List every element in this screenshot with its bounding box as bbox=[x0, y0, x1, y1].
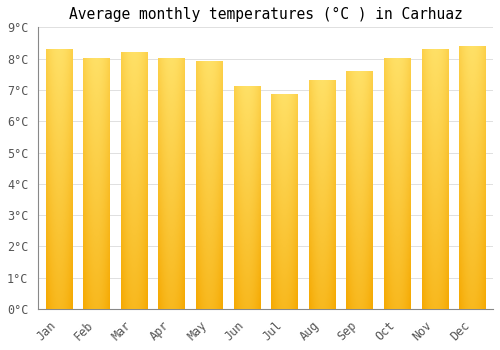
Title: Average monthly temperatures (°C ) in Carhuaz: Average monthly temperatures (°C ) in Ca… bbox=[68, 7, 462, 22]
